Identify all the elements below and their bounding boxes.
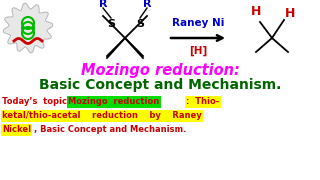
Text: Raney Ni: Raney Ni [172,18,224,28]
Text: Nickel: Nickel [2,125,31,134]
Text: H: H [285,7,295,20]
Text: S: S [107,19,115,29]
Text: Basic Concept and Mechanism.: Basic Concept and Mechanism. [39,78,281,92]
Text: R: R [143,0,151,9]
Text: Today’s  topic:: Today’s topic: [2,98,73,107]
Text: , Basic Concept and Mechanism.: , Basic Concept and Mechanism. [34,125,186,134]
Text: H: H [251,5,261,18]
Text: ketal/thio-acetal    reduction    by    Raney: ketal/thio-acetal reduction by Raney [2,111,202,120]
Text: [H]: [H] [189,46,207,56]
Text: Mozingo  reduction: Mozingo reduction [68,98,159,107]
Text: R: R [99,0,107,9]
Polygon shape [3,3,53,53]
Text: S: S [136,19,144,29]
Text: Mozingo reduction:: Mozingo reduction: [81,62,239,78]
Text: :  Thio-: : Thio- [186,98,220,107]
